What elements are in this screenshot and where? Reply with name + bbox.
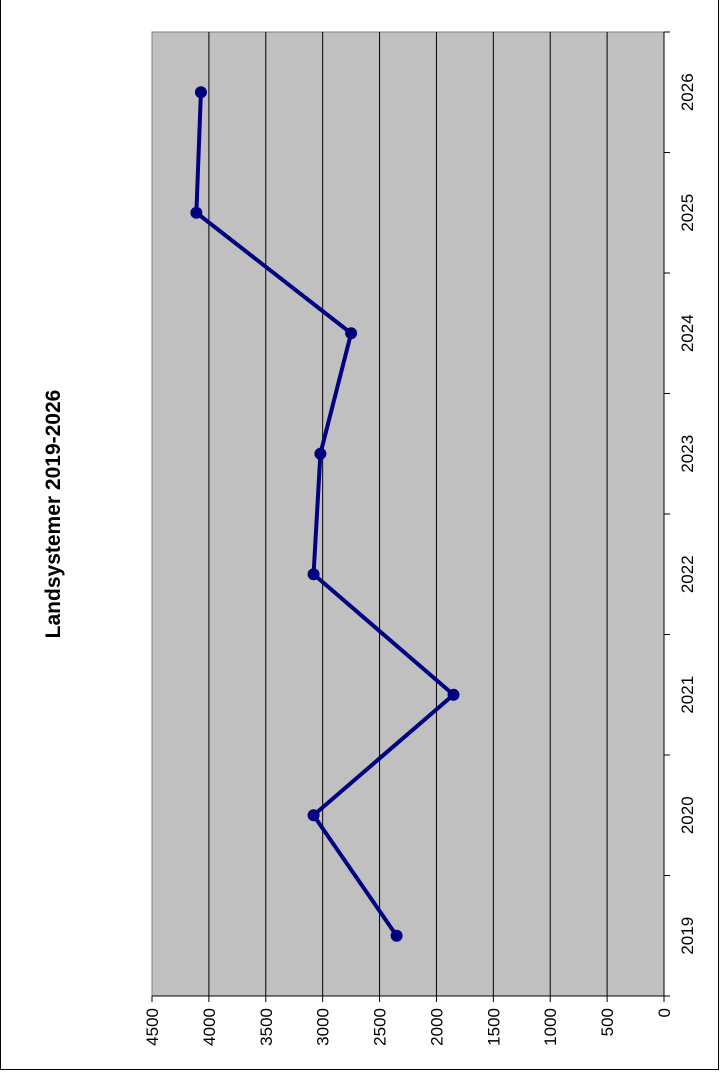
data-point: [307, 809, 320, 822]
value-tick-label: 2500: [371, 1008, 390, 1046]
data-point: [190, 206, 203, 219]
category-tick-label: 2024: [678, 314, 697, 352]
gridlines: [208, 32, 608, 996]
value-tick-label: 1000: [541, 1008, 560, 1046]
plot-area: [151, 31, 665, 997]
x-axis: 2019 2020 2021 2022 2023 2024 2025 2026: [663, 31, 697, 997]
value-tick-label: 2000: [427, 1008, 446, 1046]
category-tick-label: 2020: [678, 796, 697, 834]
series-layer: [190, 86, 460, 942]
category-tick-label: 2023: [678, 435, 697, 473]
value-tick-label: 3500: [257, 1008, 276, 1046]
data-point: [194, 86, 207, 99]
category-tick-label: 2025: [678, 194, 697, 232]
value-tick-label: 500: [598, 1008, 617, 1036]
category-tick-label: 2019: [678, 917, 697, 955]
data-point: [314, 447, 327, 460]
data-point: [345, 327, 358, 340]
chart-title: Landsystemer 2019-2026: [42, 390, 65, 639]
data-point: [307, 568, 320, 581]
value-tick-label: 0: [655, 1008, 674, 1017]
value-tick-label: 1500: [484, 1008, 503, 1046]
data-point: [390, 929, 403, 942]
category-tick-label: 2021: [678, 676, 697, 714]
y-axis: 0 500 1000 1500 2000 2500 3000 3500 4000 4500: [143, 995, 674, 1046]
value-tick-label: 3000: [314, 1008, 333, 1046]
value-tick-label: 4500: [143, 1008, 162, 1046]
series-line: [194, 92, 456, 937]
category-tick-label: 2026: [678, 73, 697, 111]
value-tick-label: 4000: [200, 1008, 219, 1046]
data-point: [447, 688, 460, 701]
category-tick-label: 2022: [678, 555, 697, 593]
